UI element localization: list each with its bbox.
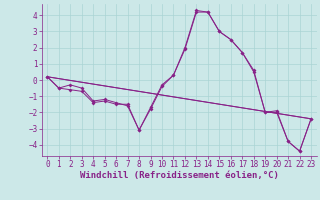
X-axis label: Windchill (Refroidissement éolien,°C): Windchill (Refroidissement éolien,°C) [80,171,279,180]
